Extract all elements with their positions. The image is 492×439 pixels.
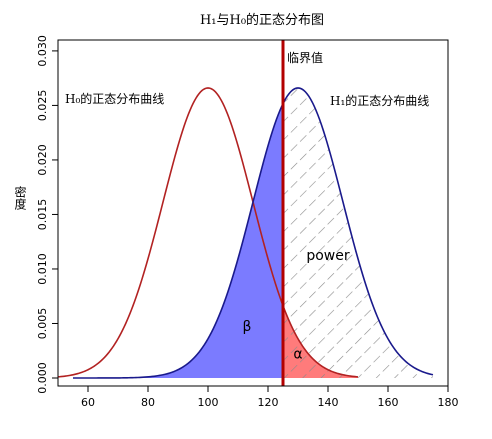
y-tick-label: 0.025	[36, 90, 49, 122]
region-power	[283, 87, 433, 378]
x-tick-label: 60	[81, 396, 95, 409]
chart-title: H₁与H₀的正态分布图	[200, 12, 324, 28]
y-tick-label: 0.030	[36, 35, 49, 67]
x-tick-label: 140	[318, 396, 339, 409]
x-tick-label: 160	[378, 396, 399, 409]
h0-density-curve	[57, 87, 359, 378]
y-axis-label: 密度	[13, 185, 27, 210]
power-label: power	[306, 248, 350, 264]
critical-value-label: 临界值	[287, 50, 323, 65]
y-tick-label: 0.020	[36, 144, 49, 176]
x-tick-label: 100	[198, 396, 219, 409]
y-tick-label: 0.015	[36, 199, 49, 231]
x-tick-label: 80	[141, 396, 155, 409]
h0-curve-label: H₀的正态分布曲线	[65, 91, 164, 106]
h1-density-curve	[73, 87, 434, 379]
y-axis-label-text: 密度	[13, 185, 27, 210]
x-tick-label: 180	[438, 396, 459, 409]
alpha-label: α	[293, 346, 302, 362]
h1-curve-label: H₁的正态分布曲线	[330, 93, 429, 108]
region-beta	[73, 103, 283, 379]
y-tick-label: 0.005	[36, 308, 49, 340]
x-tick-label: 120	[258, 396, 279, 409]
beta-label: β	[243, 319, 252, 335]
plot-frame	[57, 39, 449, 387]
y-tick-label: 0.000	[36, 362, 49, 394]
y-tick-label: 0.010	[36, 253, 49, 285]
